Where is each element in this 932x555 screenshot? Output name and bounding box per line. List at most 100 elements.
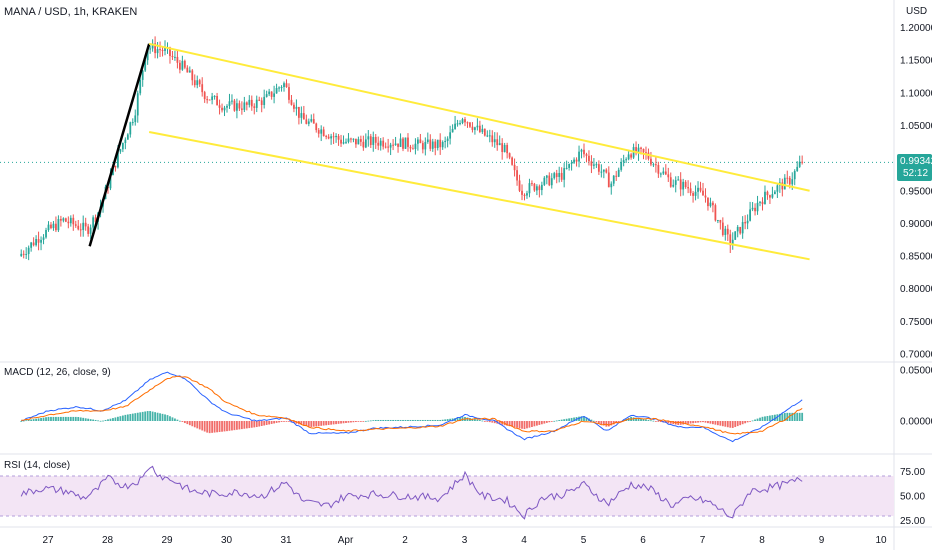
rsi-label[interactable]: RSI (14, close) [4,460,71,471]
channel-upper-line[interactable] [148,42,810,192]
candle-body [783,177,786,190]
candle [347,133,350,144]
candle-body [330,136,333,139]
impulse-trend-line[interactable] [88,43,151,247]
macd-histogram-bar [508,421,511,427]
candle [459,120,461,126]
macd-histogram-bar [352,421,355,423]
candle-body [389,144,392,148]
candle [126,133,129,140]
macd-histogram-bar [166,415,169,421]
candle [776,183,779,199]
candle [149,45,152,54]
macd-histogram-bar [553,420,556,422]
macd-histogram-bar [640,418,642,421]
macd-histogram-bar [216,421,218,433]
candle-body [223,107,226,111]
macd-histogram-bar [565,418,568,421]
macd-histogram-bar [583,416,585,421]
macd-histogram-bar [714,421,717,425]
candle-body [20,253,23,257]
candle [570,160,573,171]
candle [273,85,275,104]
macd-histogram-bar [719,421,722,426]
macd-histogram-bar [754,419,756,421]
candle [560,167,563,182]
candle-body [355,138,357,145]
macd-histogram-bar [265,421,268,425]
macd-histogram-bar [521,421,523,429]
macd-histogram-bar [429,419,432,421]
candle [610,181,613,195]
candle [712,200,714,213]
candle [193,74,196,88]
candle-body [30,242,33,248]
candle [82,215,85,237]
macd-histogram-bar [285,421,288,422]
candle-body [40,239,42,243]
candle-body [201,84,204,93]
candle [253,103,256,115]
macd-histogram-bar [201,421,204,431]
candle-body [659,173,662,175]
candle [729,229,732,253]
candle-body [496,139,499,146]
candle [369,133,372,148]
candle-body [555,173,558,177]
macd-histogram-bar [773,414,776,421]
candle [404,137,407,149]
candle [600,164,603,178]
candle-body [295,106,298,109]
candle [392,139,394,151]
candle [87,223,90,237]
candle-body [169,47,171,57]
candle [340,134,342,147]
channel-lower-line[interactable] [148,130,810,261]
candle [263,89,266,109]
candle-body [315,123,318,131]
candle-body [382,140,385,147]
candle-body [516,170,518,181]
candle-body [593,164,595,166]
candle-body [759,201,761,203]
candle-body [283,83,285,88]
macd-histogram-bar [793,412,796,421]
candle-body [565,167,568,169]
candle-body [221,107,223,111]
candle [181,55,184,71]
candle-body [439,139,442,148]
candle [332,132,335,145]
macd-histogram-bar [134,413,137,421]
candle [69,215,72,227]
macd-histogram-bar [305,421,308,427]
macd-histogram-bar [102,420,104,422]
candle-body [466,122,469,124]
macd-histogram-bar [382,419,385,421]
candle [293,102,295,113]
candle [474,126,476,135]
candle-body [226,105,228,108]
candle [374,133,377,149]
candle [769,194,771,204]
candle-body [756,202,759,212]
candle-body [290,99,293,105]
macd-histogram-bar [248,421,251,429]
macd-histogram-bar [726,421,729,428]
macd-histogram-bar [25,420,28,422]
candle [454,115,456,130]
macd-label[interactable]: MACD (12, 26, close, 9) [4,367,111,378]
macd-histogram-bar [302,421,305,426]
candle [419,133,422,144]
candle-body [503,144,506,153]
last-price-value: 0.99342 [900,156,932,167]
candle [573,157,575,164]
candle [761,197,764,211]
macd-histogram-bar [550,421,553,422]
candle-body [449,132,452,139]
macd-histogram-bar [240,421,243,430]
candle [312,113,315,124]
